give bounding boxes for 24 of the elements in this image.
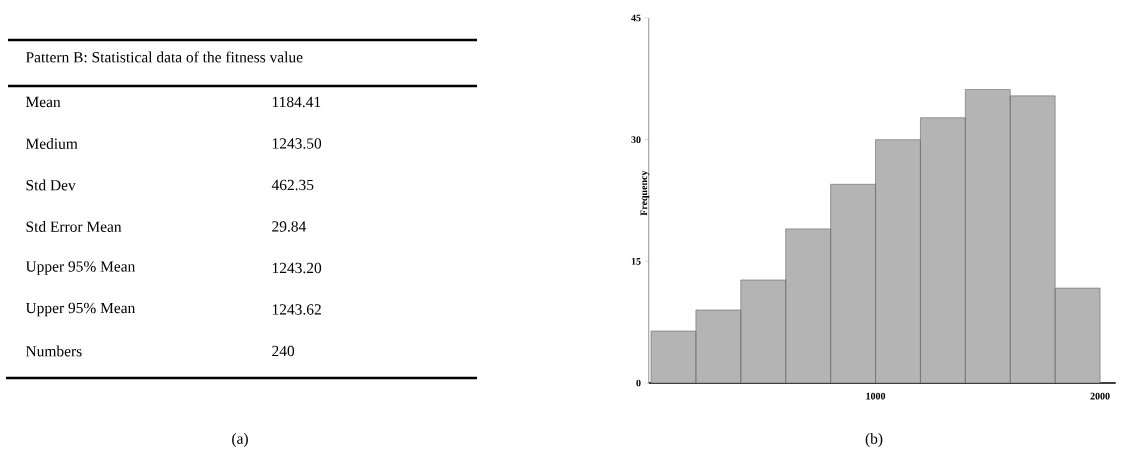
y-tick-label: 30 [631,136,641,144]
text: 29.84 [272,221,307,232]
text: 1243.20 [272,262,322,274]
category-label: Numbers [25,345,82,357]
text: 462.35 [271,179,314,191]
text: 1243.50 [272,138,322,149]
text: Pattern B: Statistical data of the fitness value [25,51,303,63]
y-axis-title: Frequency [640,170,650,216]
text: 240 [272,345,295,357]
category-label: Std Error Mean [26,221,122,232]
category-label: Mean [25,96,61,108]
category-label: Upper 95% Mean [25,261,136,275]
y-tick-label: 0 [636,379,641,387]
text: 1184.41 [272,96,321,108]
y-tick-label: 15 [631,257,641,265]
category-label: Std Dev [26,179,76,191]
text: 1243.62 [272,304,321,315]
text: (b) [865,432,883,447]
text: (a) [232,433,248,447]
y-tick-label: 45 [631,14,641,22]
x-tick-label: 1000 [866,392,886,400]
category-label: Upper 95% Mean [25,302,136,317]
category-label: Medium [25,138,78,149]
x-tick-label: 2000 [1090,392,1110,400]
